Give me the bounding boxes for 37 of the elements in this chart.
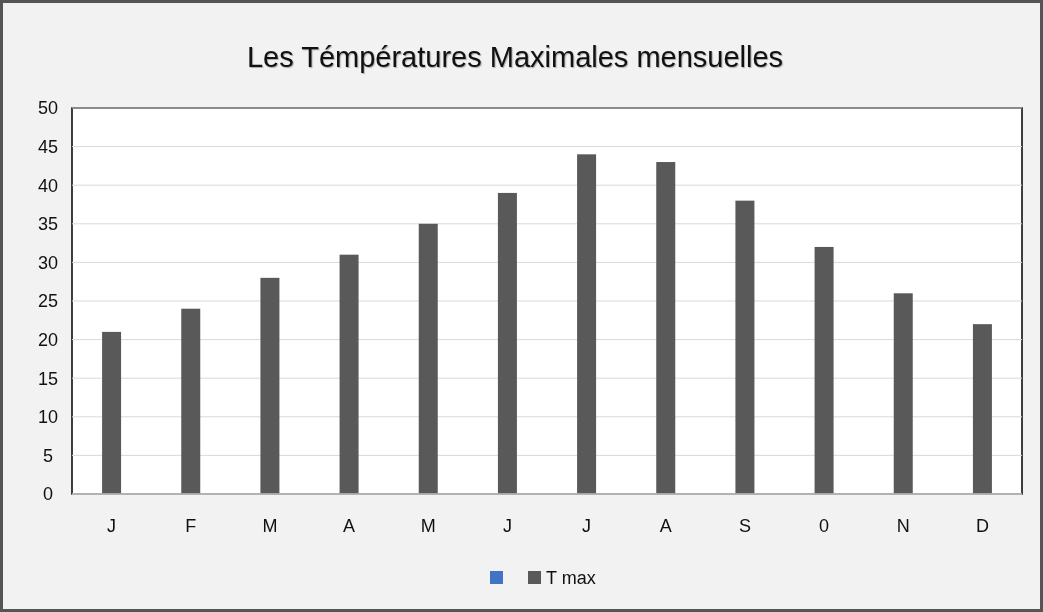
y-tick-label: 25 <box>37 291 59 312</box>
x-tick-label: A <box>343 516 356 536</box>
chart-title: Les Témpératures Maximales mensuelles <box>246 41 784 73</box>
bar <box>102 331 122 494</box>
x-tick-label: M <box>262 516 278 536</box>
bar <box>735 200 755 494</box>
x-tick-label: M <box>420 516 436 536</box>
x-tick-label: J <box>582 516 592 536</box>
y-tick-label: 30 <box>37 252 59 273</box>
bar <box>339 254 359 494</box>
y-tick-label: 10 <box>37 407 59 428</box>
y-tick-label: 50 <box>37 98 59 119</box>
x-tick-label: S <box>738 516 751 536</box>
bar <box>972 324 992 494</box>
x-tick-label: 0 <box>819 516 830 536</box>
x-tick-label: J <box>107 516 117 536</box>
x-tick-label: N <box>896 516 910 536</box>
x-tick-label: F <box>185 516 197 536</box>
bar <box>656 162 676 494</box>
bar <box>260 277 280 494</box>
y-tick-label: 40 <box>37 175 59 196</box>
bar <box>577 154 597 494</box>
bar <box>497 192 517 494</box>
bar <box>181 308 201 494</box>
legend-label: T max <box>546 568 596 589</box>
y-tick-label: 5 <box>42 445 54 466</box>
y-tick-label: 35 <box>37 214 59 235</box>
y-tick-label: 0 <box>42 484 54 505</box>
y-tick-label: 45 <box>37 136 59 157</box>
x-tick-label: D <box>975 516 989 536</box>
bar <box>418 223 438 494</box>
x-tick-label: J <box>502 516 512 536</box>
x-tick-label: A <box>659 516 672 536</box>
y-tick-label: 15 <box>37 368 59 389</box>
bar <box>814 246 834 494</box>
y-tick-label: 20 <box>37 329 59 350</box>
bar <box>893 293 913 494</box>
